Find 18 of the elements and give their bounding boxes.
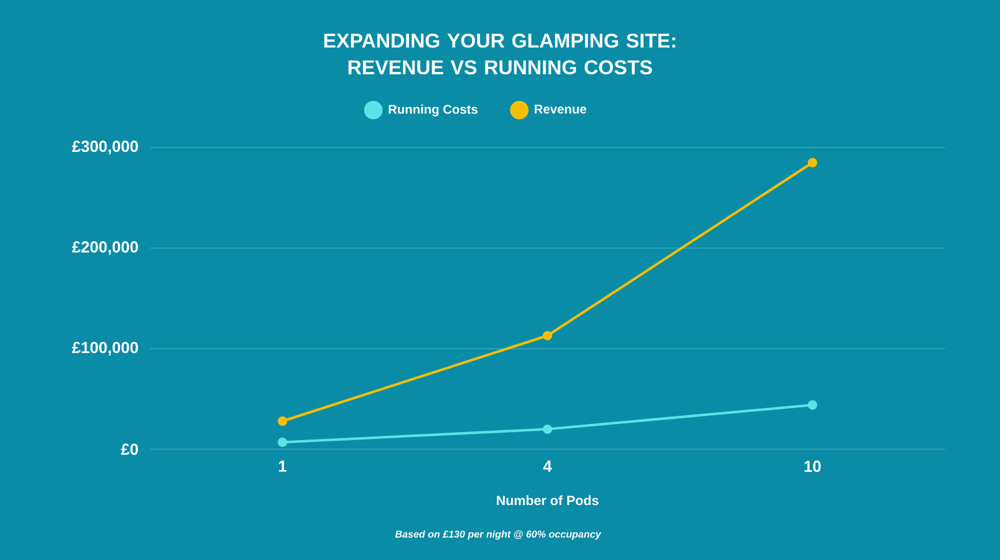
y-tick-label: £200,000: [72, 241, 138, 255]
text: Based on £130 per night @ 60% occupancy: [395, 530, 602, 540]
x-tick-label: 4: [543, 460, 552, 472]
point: [278, 416, 288, 426]
y-tick-label: £100,000: [72, 342, 138, 356]
point: [808, 158, 818, 168]
x-tick-label: 10: [804, 460, 821, 472]
x-tick-label: 1: [279, 460, 287, 472]
point: [808, 400, 818, 410]
legend-label: Running Costs: [388, 104, 478, 116]
y-tick-label: £300,000: [72, 140, 138, 154]
point: [542, 424, 552, 434]
x-axis-title: Number of Pods: [496, 495, 598, 506]
legend-label: Revenue: [534, 104, 586, 114]
y-tick-label: £0: [121, 444, 138, 455]
point: [278, 438, 288, 447]
chart-title: EXPANDING YOUR GLAMPING SITE: REVENUE VS RUNNING COSTS: [324, 34, 676, 74]
point: [542, 330, 552, 340]
